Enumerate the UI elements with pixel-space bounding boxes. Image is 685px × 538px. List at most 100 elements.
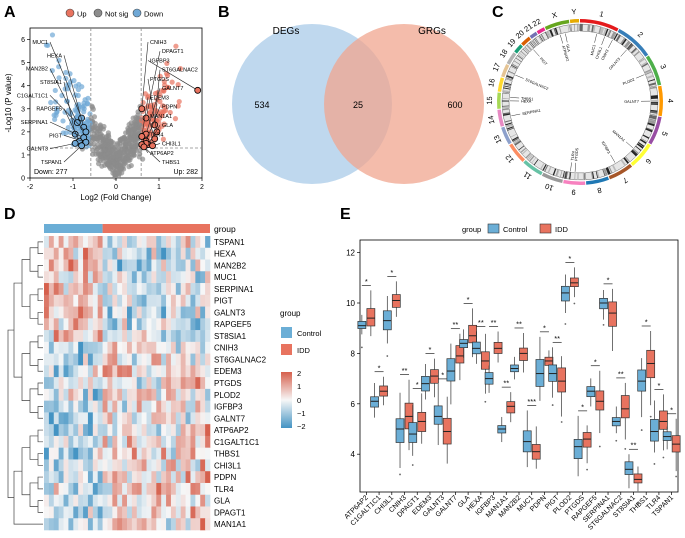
heatmap-cell	[156, 388, 162, 401]
heatmap-cell	[185, 400, 191, 413]
circos-gene-label: MAN1A1	[611, 130, 625, 143]
heatmap-cell	[205, 330, 211, 343]
heatmap-cell	[122, 236, 128, 249]
heatmap-cell	[112, 494, 118, 507]
heatmap-cell	[73, 482, 79, 496]
heatmap-cell	[78, 341, 84, 354]
heatmap-cell	[180, 353, 186, 366]
chromosome-label: 13	[492, 134, 504, 145]
heatmap-cell	[44, 294, 50, 307]
heatmap-cell	[83, 412, 89, 425]
significance-mark: **	[452, 320, 458, 329]
heatmap-cell	[166, 424, 172, 437]
heatmap-cell	[48, 377, 55, 390]
heatmap-cell	[166, 459, 172, 472]
heatmap-cell	[156, 330, 162, 343]
heatmap-cell	[151, 424, 157, 437]
heatmap-cell	[87, 341, 94, 354]
heatmap-cell	[156, 518, 162, 531]
heatmap-cell	[78, 271, 84, 284]
gene-point	[78, 142, 85, 150]
heatmap-cell	[205, 471, 211, 484]
heatmap-cell	[151, 471, 157, 484]
heatmap-cell	[117, 377, 123, 390]
heatmap-cell	[185, 482, 191, 496]
volcano-point	[119, 165, 125, 172]
gene-locus-line	[565, 33, 568, 43]
chromosome-ring-segment	[608, 163, 633, 180]
heatmap-cell	[87, 306, 94, 319]
dendrogram-branch	[37, 241, 43, 254]
heatmap-cell	[131, 518, 138, 531]
heatmap-cell	[107, 365, 113, 378]
gene-label: HEXA	[47, 53, 62, 59]
ideogram-band	[542, 164, 547, 171]
heatmap-cell	[136, 353, 142, 366]
heatmap-cell	[102, 412, 108, 425]
volcano-point	[161, 108, 167, 114]
heatmap-cell	[63, 353, 69, 366]
heatmap-cell	[102, 365, 108, 378]
heatmap-cell	[166, 306, 172, 319]
volcano-axes: -2 -1 0 1 2 0 1 2 3 4 5 6	[21, 28, 204, 191]
heatmap-cell	[146, 236, 152, 249]
heatmap-gene-label: MUC1	[214, 273, 237, 282]
heatmap-gene-label: EDEM3	[214, 367, 242, 376]
heatmap-cell	[83, 400, 89, 413]
heatmap-gene-label: ATP6AP2	[214, 426, 249, 435]
heatmap-cell	[58, 353, 64, 366]
heatmap-cell	[122, 482, 128, 496]
heatmap-cell	[112, 435, 118, 448]
heatmap-cell	[151, 236, 157, 249]
heatmap-cell	[175, 412, 182, 425]
heatmap-cell	[63, 377, 69, 390]
heatmap-cell	[151, 447, 157, 460]
heatmap-cell	[122, 294, 128, 307]
ideogram-band	[546, 30, 552, 38]
circos-gene-label: PIGT	[539, 57, 548, 67]
heatmap-cell	[185, 447, 191, 460]
heatmap-cell	[146, 294, 152, 307]
heatmap-cell	[48, 412, 55, 425]
ideogram-band	[531, 40, 537, 47]
heatmap-cell	[175, 306, 182, 319]
heatmap-cell	[87, 236, 94, 249]
heatmap-cell	[78, 330, 84, 343]
heatmap-cell	[87, 447, 94, 460]
heatmap-cell	[141, 247, 147, 260]
heatmap-cell	[185, 330, 191, 343]
heatmap-cell	[44, 259, 50, 272]
ideogram-band	[522, 48, 529, 54]
ideogram-band	[644, 70, 652, 75]
circos-gene-label: CHI3L1	[595, 46, 603, 59]
heatmap-cell	[156, 283, 162, 296]
significance-mark: *	[568, 254, 571, 263]
chromosome-label: 11	[522, 170, 534, 182]
heatmap-cell	[87, 247, 94, 260]
volcano-point	[122, 158, 128, 165]
heatmap-cell	[180, 271, 186, 284]
heatmap-cell	[63, 482, 69, 496]
heatmap-cell	[156, 318, 162, 331]
heatmap-cell	[141, 330, 147, 343]
heatmap-cell	[156, 506, 162, 519]
circos-gene-label: THBS1	[521, 97, 533, 102]
volcano-point	[93, 133, 99, 140]
heatmap-cell	[170, 412, 177, 425]
dendrogram-branch	[7, 329, 14, 499]
heatmap-cell	[102, 424, 108, 437]
heatmap-cell	[87, 494, 94, 507]
heatmap-cell	[170, 294, 177, 307]
heatmap-cell	[170, 482, 177, 496]
gene-locus-line	[636, 74, 645, 79]
heatmap-cell	[44, 412, 50, 425]
heatmap-cell	[97, 247, 103, 260]
heatmap-cell	[117, 341, 123, 354]
heatmap-cell	[195, 306, 201, 319]
heatmap-cell	[112, 388, 118, 401]
heatmap-cell	[190, 506, 196, 519]
gene-label: MUC1	[32, 40, 48, 46]
heatmap-cell	[112, 294, 118, 307]
heatmap-cell	[141, 388, 147, 401]
ideogram-band	[502, 106, 510, 108]
